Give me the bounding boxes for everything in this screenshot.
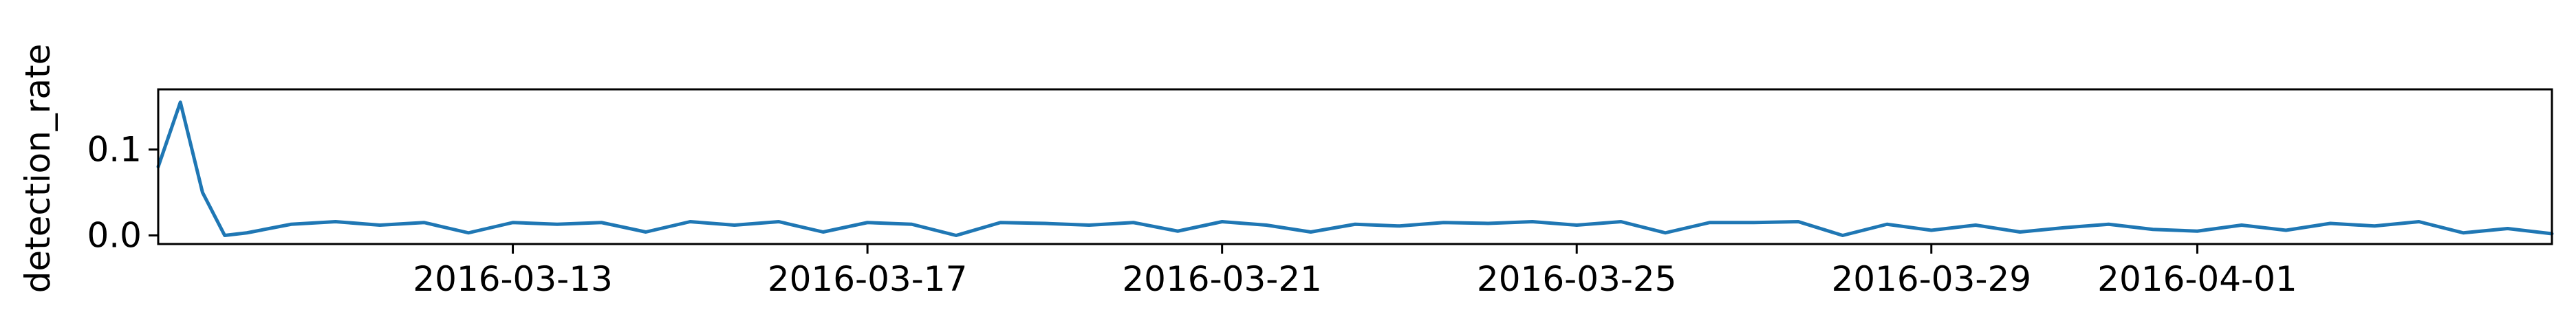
x-tick-label-5: 2016-04-01 (2097, 259, 2297, 299)
x-tick-label-4: 2016-03-29 (1831, 259, 2031, 299)
x-tick-label-1: 2016-03-17 (768, 259, 968, 299)
y-tick-label-0: 0.0 (87, 216, 142, 256)
x-tick-label-2: 2016-03-21 (1122, 259, 1322, 299)
plot-layer (156, 100, 2554, 237)
y-tick-label-1: 0.1 (87, 130, 142, 170)
series-line-0 (156, 100, 2554, 237)
plot-frame (157, 88, 2553, 245)
x-axis-ticks: 2016-03-13 2016-03-17 2016-03-21 2016-03-25… (413, 244, 2297, 299)
y-axis-ticks: 0.0 0.1 (87, 130, 158, 256)
y-axis-label: detection_rate (18, 44, 58, 294)
x-tick-label-3: 2016-03-25 (1477, 259, 1677, 299)
x-tick-label-0: 2016-03-13 (413, 259, 613, 299)
